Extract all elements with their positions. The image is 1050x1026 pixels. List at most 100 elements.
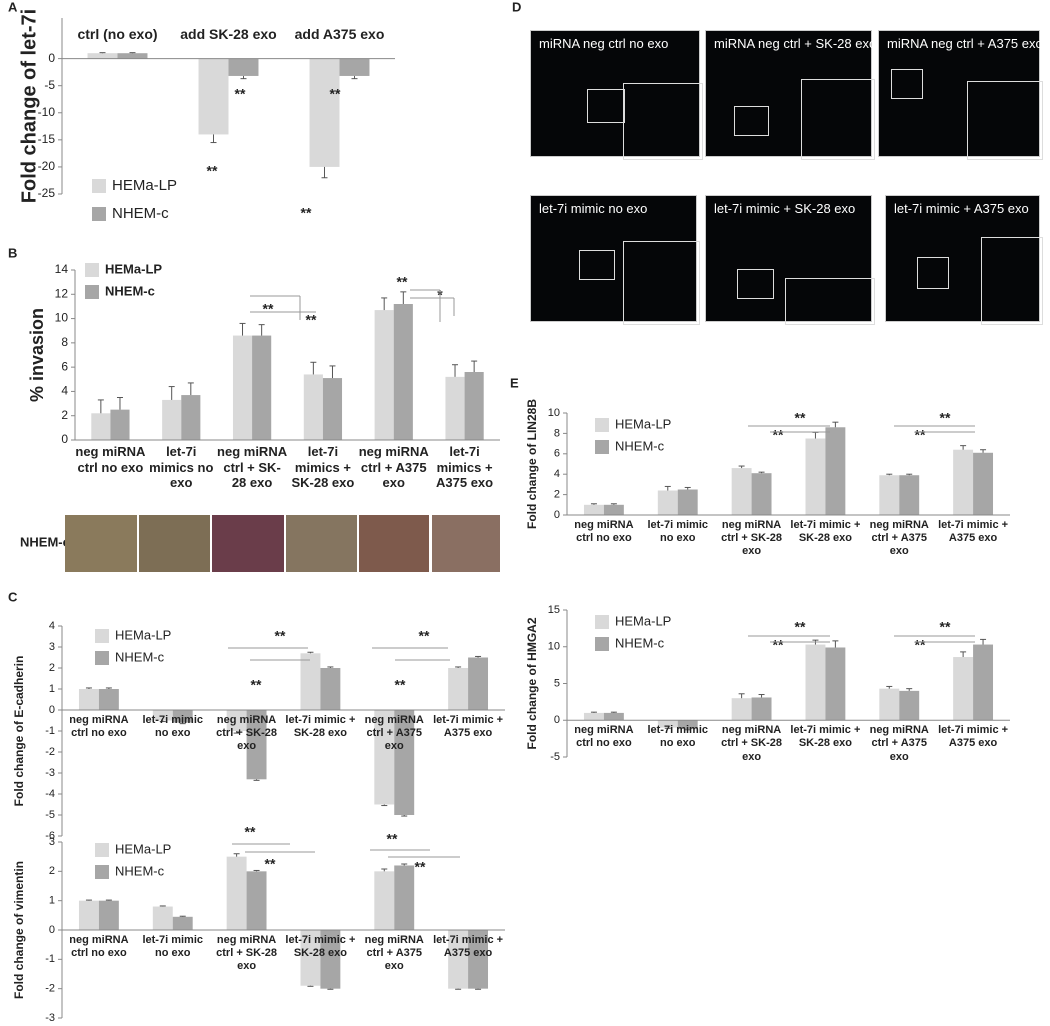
legend-swatch [95, 629, 109, 643]
legend-swatch [85, 263, 99, 277]
bar [152, 710, 173, 721]
x-tick-label: let-7i mimics + A375 exo [436, 444, 494, 491]
panel-label: B [8, 245, 17, 260]
bar [468, 657, 489, 710]
significance: ** [245, 824, 256, 840]
bar [583, 712, 604, 721]
bar [448, 930, 469, 989]
micrograph-panel: let-7i mimic + A375 exo [885, 195, 1043, 325]
bar [805, 644, 826, 721]
x-tick-label: let-7i mimic + SK-28 exo [285, 714, 356, 740]
bar [152, 906, 173, 930]
legend-label: NHEM-c [115, 863, 165, 878]
x-tick-label: neg miRNA ctrl + A375 exo [869, 519, 929, 558]
inset-box [737, 269, 774, 299]
y-tick-label: 15 [548, 604, 560, 616]
bar [300, 653, 321, 710]
y-tick-label: -10 [38, 105, 56, 119]
bar [731, 468, 752, 515]
bar [374, 710, 395, 805]
bar [374, 871, 395, 930]
x-tick-label: ctrl (no exo) [77, 26, 158, 42]
y-tick-label: 6 [554, 448, 560, 460]
bar [78, 689, 99, 710]
bar [603, 504, 624, 515]
bar [583, 504, 604, 515]
y-tick-label: 2 [554, 489, 560, 501]
x-tick-label: neg miRNA ctrl + SK-28 exo [216, 934, 277, 973]
legend-label: HEMa-LP [115, 841, 171, 856]
significance: ** [330, 86, 341, 102]
x-tick-label: neg miRNA ctrl + SK-28 exo [217, 444, 288, 491]
bar [657, 490, 678, 515]
legend-label: HEMa-LP [105, 261, 162, 276]
x-tick-label: neg miRNA ctrl + SK-28 exo [216, 714, 277, 753]
micrograph-label: let-7i mimic + SK-28 exo [714, 201, 856, 216]
bar [322, 378, 343, 440]
significance: ** [301, 205, 312, 221]
bar [98, 900, 119, 930]
bar [879, 688, 900, 721]
y-tick-label: 4 [49, 620, 55, 632]
significance: ** [387, 831, 398, 847]
bar [87, 53, 118, 59]
y-tick-label: -5 [550, 751, 560, 763]
legend-swatch [95, 843, 109, 857]
bar [393, 304, 413, 440]
bar [394, 710, 415, 815]
bar [252, 335, 272, 440]
legend-swatch [85, 285, 99, 299]
bar [973, 452, 994, 515]
legend-swatch [595, 615, 609, 629]
bar [879, 475, 900, 515]
bar [91, 413, 111, 440]
micrograph-panel: miRNA neg ctrl no exo [530, 30, 703, 160]
y-tick-label: -3 [45, 767, 55, 779]
micrograph [212, 515, 284, 572]
significance: ** [263, 301, 274, 317]
bar [445, 376, 465, 440]
y-tick-label: 10 [548, 407, 560, 419]
legend-label: HEMa-LP [615, 613, 671, 628]
panel-label: C [8, 589, 18, 604]
x-tick-label: neg miRNA ctrl no exo [574, 724, 634, 750]
x-tick-label: neg miRNA ctrl no exo [75, 444, 146, 475]
y-tick-label: 0 [48, 51, 55, 65]
legend-swatch [595, 637, 609, 651]
y-tick-label: 2 [61, 408, 68, 422]
x-tick-label: neg miRNA ctrl + A375 exo [364, 714, 424, 753]
x-tick-label: neg miRNA ctrl + A375 exo [358, 444, 429, 491]
x-tick-label: neg miRNA ctrl no exo [574, 519, 634, 545]
legend-swatch [595, 418, 609, 432]
inset-box [981, 237, 1043, 325]
bar [394, 865, 415, 930]
inset-box [587, 89, 625, 123]
y-tick-label: 8 [61, 335, 68, 349]
x-tick-label: let-7i mimic + A375 exo [433, 714, 504, 740]
legend-label: NHEM-c [115, 649, 165, 664]
significance: ** [915, 637, 926, 653]
y-tick-label: -1 [45, 953, 55, 965]
y-tick-label: -2 [45, 983, 55, 995]
micrograph-label: miRNA neg ctrl + SK-28 exo [714, 36, 877, 51]
x-tick-label: let-7i mimics + SK-28 exo [291, 444, 355, 491]
inset-box [623, 241, 700, 325]
image-row-label: NHEM-c [20, 534, 70, 549]
y-tick-label: 0 [554, 714, 560, 726]
bar [825, 427, 846, 515]
legend-label: NHEM-c [615, 438, 665, 453]
x-tick-label: add A375 exo [294, 26, 385, 42]
legend-label: NHEM-c [112, 205, 169, 222]
y-tick-label: 10 [548, 641, 560, 653]
y-tick-label: 5 [554, 677, 560, 689]
significance: ** [415, 859, 426, 875]
legend-swatch [595, 440, 609, 454]
legend-label: HEMa-LP [615, 416, 671, 431]
bar [677, 489, 698, 515]
y-tick-label: 1 [49, 683, 55, 695]
y-axis-label: Fold change of LIN28B [525, 399, 539, 529]
inset-box [579, 250, 615, 280]
inset-box [917, 257, 949, 289]
legend-label: NHEM-c [105, 283, 155, 298]
y-tick-label: 4 [554, 468, 560, 480]
